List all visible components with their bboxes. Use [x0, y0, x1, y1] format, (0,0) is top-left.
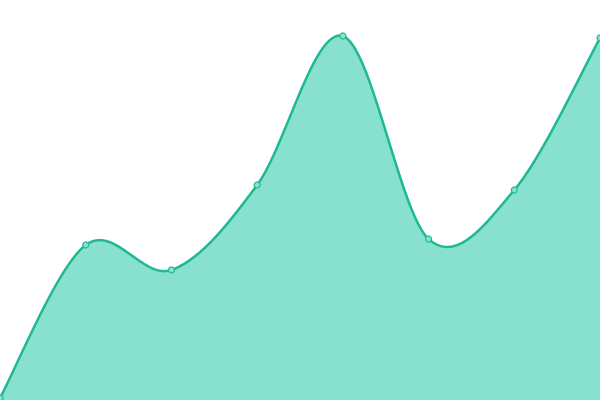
data-point	[167, 266, 176, 274]
data-point	[596, 34, 600, 42]
data-point	[424, 235, 433, 243]
area-line	[0, 34, 600, 399]
area-fill	[0, 35, 600, 400]
data-point	[253, 181, 261, 189]
data-point	[510, 186, 518, 194]
data-point	[0, 394, 4, 400]
data-point	[339, 32, 347, 40]
data-point	[82, 241, 90, 249]
